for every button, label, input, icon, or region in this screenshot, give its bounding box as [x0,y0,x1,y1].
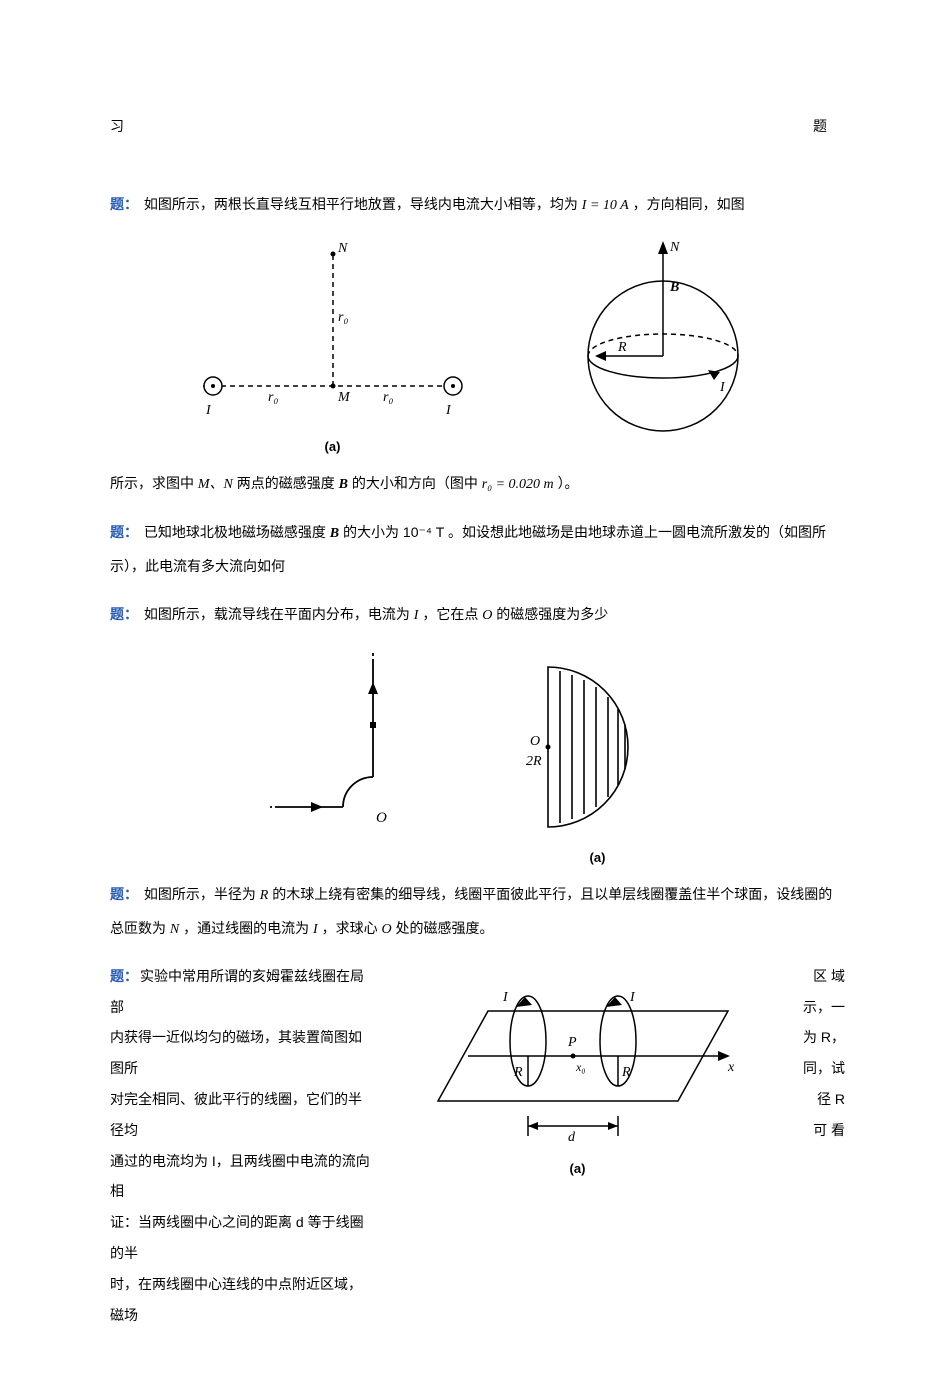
q3-fig-O: O [376,810,387,826]
q2-label: 题： [110,524,138,540]
q4-I: I [313,922,318,937]
q2-fig-B: B [669,280,679,295]
q2-Bval: 10⁻⁴ T [403,524,444,540]
header-right: 题 [813,110,845,144]
q3-suffix: 的磁感强度为多少 [496,606,608,622]
q3-figure: O [268,647,448,864]
q3-mid: ，它在点 [422,606,482,622]
q1-l2-prefix: 所示，求图中 [110,475,198,491]
q5-left-0: 实验中常用所谓的亥姆霍兹线圈在局部 [110,968,364,1015]
q4-prefix: 如图所示，半径为 [144,886,260,902]
q4-text: 题： 如图所示，半径为 R 的木球上绕有密集的细导线，线圈平面彼此平行，且以单层… [110,878,845,947]
q1-l2-mid: 两点的磁感强度 [237,475,339,491]
q3-I: I [414,608,419,623]
page: 习 题 题： 如图所示，两根长直导线互相平行地放置，导线内电流大小相等，均为 I… [0,0,945,1390]
page-header: 习 题 [110,110,845,144]
q1-fig-N: N [337,241,348,256]
q1-l1-suffix: ，方向相同，如图 [633,196,745,212]
q2-text: 题： 已知地球北极地磁场磁感强度 B 的大小为 10⁻⁴ T 。如设想此地磁场是… [110,516,845,584]
q1-text-line1: 题： 如图所示，两根长直导线互相平行地放置，导线内电流大小相等，均为 I = 1… [110,188,845,223]
q5-left-5: 时，在两线圈中心连线的中点附近区域，磁场 [110,1269,370,1331]
q5-fig-R2: R [621,1065,631,1080]
q5-label: 题： [110,968,138,984]
q3-q4-figure-row: O [110,647,845,864]
q2-svg: N B R I [548,236,778,446]
q2-fig-I: I [719,380,726,395]
q4-mid2: ，通过线圈的电流为 [183,920,313,936]
q5-fig-P: P [567,1035,577,1050]
q1-fig-caption: (a) [325,440,341,453]
q1-fig-Il: I [205,403,212,418]
q5-right-4: 径 R [785,1084,845,1115]
q1-B: B [339,477,348,492]
q4-R: R [260,888,269,903]
q5-right-3: 同，试 [785,1053,845,1084]
q5-fig-x: x [727,1060,735,1075]
q4-N: N [170,922,179,937]
q1-fig-Ir: I [445,403,452,418]
q5-right-2: 为 R， [785,1022,845,1053]
q5-figure: I I P x₀ R R x d (a) [390,961,765,1184]
q4-figure: O 2R (a) [508,647,688,864]
q4-fig-caption: (a) [590,851,606,864]
q1-r0eq: r₀ = 0.020 m [482,477,554,492]
q5-svg: I I P x₀ R R x d [408,961,748,1151]
q5-left-column: 题：实验中常用所谓的亥姆霍兹线圈在局部 内获得一近似均匀的磁场，其装置简图如图所… [110,961,370,1331]
q2-B: B [330,526,339,541]
header-left: 习 [110,110,142,144]
q1-figure: N M r₀ r₀ r₀ I I (a) [178,236,488,453]
q1-l1-prefix: 如图所示，两根长直导线互相平行地放置，导线内电流大小相等，均为 [144,196,582,212]
q3-O: O [482,608,492,623]
q5-left-3: 通过的电流均为 I，且两线圈中电流的流向相 [110,1146,370,1208]
q1-fig-r0b: r₀ [268,390,278,405]
q5-right-0: 区 域 [785,961,845,992]
q1-svg: N M r₀ r₀ r₀ I I [178,236,488,436]
q1-fig-r0a: r₀ [338,310,348,325]
q5-left-1: 内获得一近似均匀的磁场，其装置简图如图所 [110,1022,370,1084]
q5-right-1: 示，一 [785,992,845,1023]
q5-left-4: 证：当两线圈中心之间的距离 d 等于线圈的半 [110,1207,370,1269]
q1-l2-mid2: 的大小和方向（图中 [352,475,482,491]
q5-fig-R1: R [513,1065,523,1080]
q5-fig-x0: x₀ [575,1060,586,1074]
q5-right-column: 区 域 示，一 为 R， 同，试 径 R 可 看 [785,961,845,1146]
q5-fig-I1: I [502,990,509,1005]
q2-fig-N: N [669,240,680,255]
q1-I-eq: I = 10 A [582,198,629,213]
q5-block: 题：实验中常用所谓的亥姆霍兹线圈在局部 内获得一近似均匀的磁场，其装置简图如图所… [110,961,845,1331]
q1-text-line2: 所示，求图中 M、N 两点的磁感强度 B 的大小和方向（图中 r₀ = 0.02… [110,467,845,502]
q2-mid: 的大小为 [343,524,403,540]
q4-fig-2R: 2R [526,754,542,769]
q4-O: O [381,922,391,937]
q4-fig-O: O [530,734,540,749]
q5-fig-I2: I [629,990,636,1005]
q1-fig-M: M [337,390,351,405]
q5-right-5: 可 看 [785,1115,845,1146]
q5-fig-d: d [568,1130,576,1145]
q4-suffix: 处的磁感强度。 [395,920,493,936]
q1-label: 题： [110,196,138,212]
q2-prefix: 已知地球北极地磁场磁感强度 [144,524,330,540]
q1-l2-suffix: ）。 [558,475,579,491]
q5-left-2: 对完全相同、彼此平行的线圈，它们的半径均 [110,1084,370,1146]
q4-label: 题： [110,886,138,902]
q3-label: 题： [110,606,138,622]
q5-fig-caption: (a) [570,1155,586,1184]
q3-prefix: 如图所示，载流导线在平面内分布，电流为 [144,606,414,622]
q3-svg: O [268,647,448,847]
q2-figure: N B R I [548,236,778,453]
q4-mid3: ，求球心 [322,920,382,936]
q4-svg: O 2R [508,647,688,847]
q1-q2-figure-row: N M r₀ r₀ r₀ I I (a) [110,236,845,453]
q1-MN: M、N [198,477,233,492]
q1-fig-r0c: r₀ [383,390,393,405]
q3-text: 题： 如图所示，载流导线在平面内分布，电流为 I ，它在点 O 的磁感强度为多少 [110,598,845,633]
q2-fig-R: R [617,340,627,355]
